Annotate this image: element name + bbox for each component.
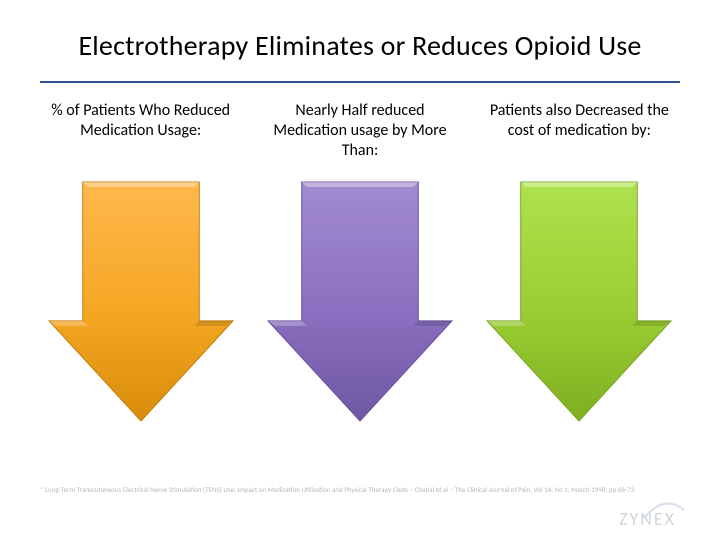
column-label: Patients also Decreased the cost of medi… — [479, 101, 680, 163]
footnote-text: * Long-Term Transcutaneous Electrical Ne… — [40, 486, 680, 494]
column-2: Patients also Decreased the cost of medi… — [479, 101, 680, 425]
column-0: % of Patients Who Reduced Medication Usa… — [40, 101, 241, 425]
brand-logo: ZYNEX — [619, 508, 676, 530]
column-1: Nearly Half reduced Medication usage by … — [259, 101, 460, 425]
down-arrow-icon — [485, 177, 673, 425]
column-label: % of Patients Who Reduced Medication Usa… — [40, 101, 241, 163]
down-arrow-icon — [266, 177, 454, 425]
columns-row: % of Patients Who Reduced Medication Usa… — [40, 101, 680, 425]
slide: Electrotherapy Eliminates or Reduces Opi… — [0, 0, 720, 540]
page-title: Electrotherapy Eliminates or Reduces Opi… — [40, 28, 680, 63]
column-label: Nearly Half reduced Medication usage by … — [259, 101, 460, 163]
down-arrow-icon — [47, 177, 235, 425]
title-divider — [40, 81, 680, 83]
logo-swoosh-icon — [642, 500, 686, 522]
